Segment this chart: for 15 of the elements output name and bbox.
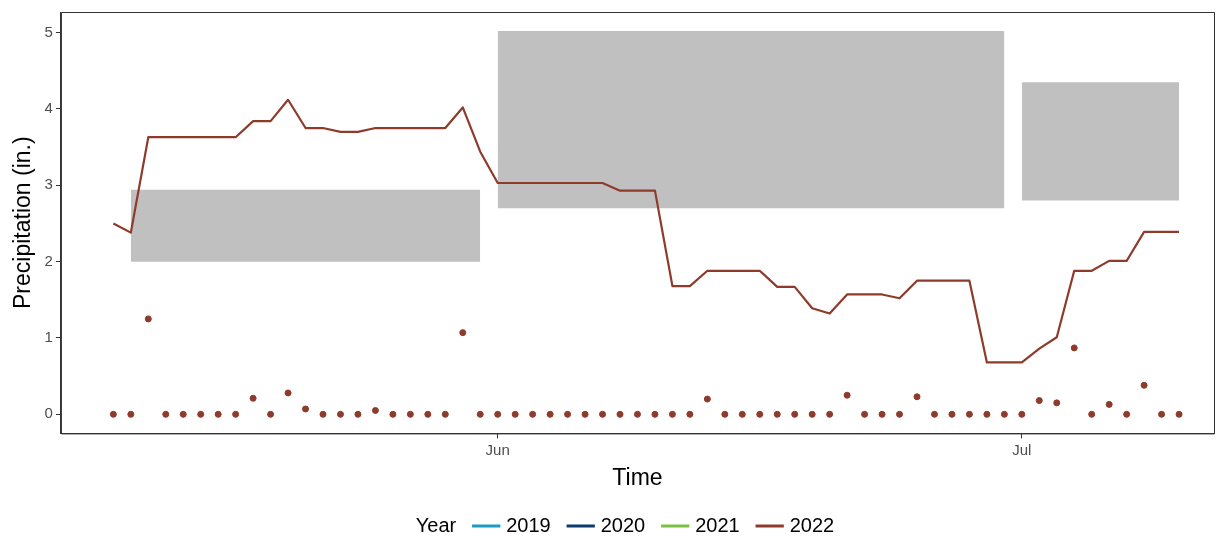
legend-title: Year xyxy=(415,513,457,536)
legend-label: 2021 xyxy=(695,513,740,536)
x-tick-label: Jul xyxy=(1012,440,1032,458)
legend-label: 2022 xyxy=(789,513,835,536)
y-tick-label: 3 xyxy=(44,175,53,193)
x-tick-label: Jun xyxy=(485,440,510,458)
y-tick-label: 1 xyxy=(44,328,53,346)
legend-label: 2020 xyxy=(600,513,646,536)
y-tick-label: 2 xyxy=(44,251,53,269)
y-tick-label: 5 xyxy=(44,22,53,40)
y-tick-label: 4 xyxy=(44,99,53,117)
legend-label: 2019 xyxy=(506,513,551,536)
y-axis-title: Precipitation (in.) xyxy=(9,136,36,309)
y-tick-label: 0 xyxy=(44,404,53,422)
x-axis-title: Time xyxy=(612,463,663,490)
